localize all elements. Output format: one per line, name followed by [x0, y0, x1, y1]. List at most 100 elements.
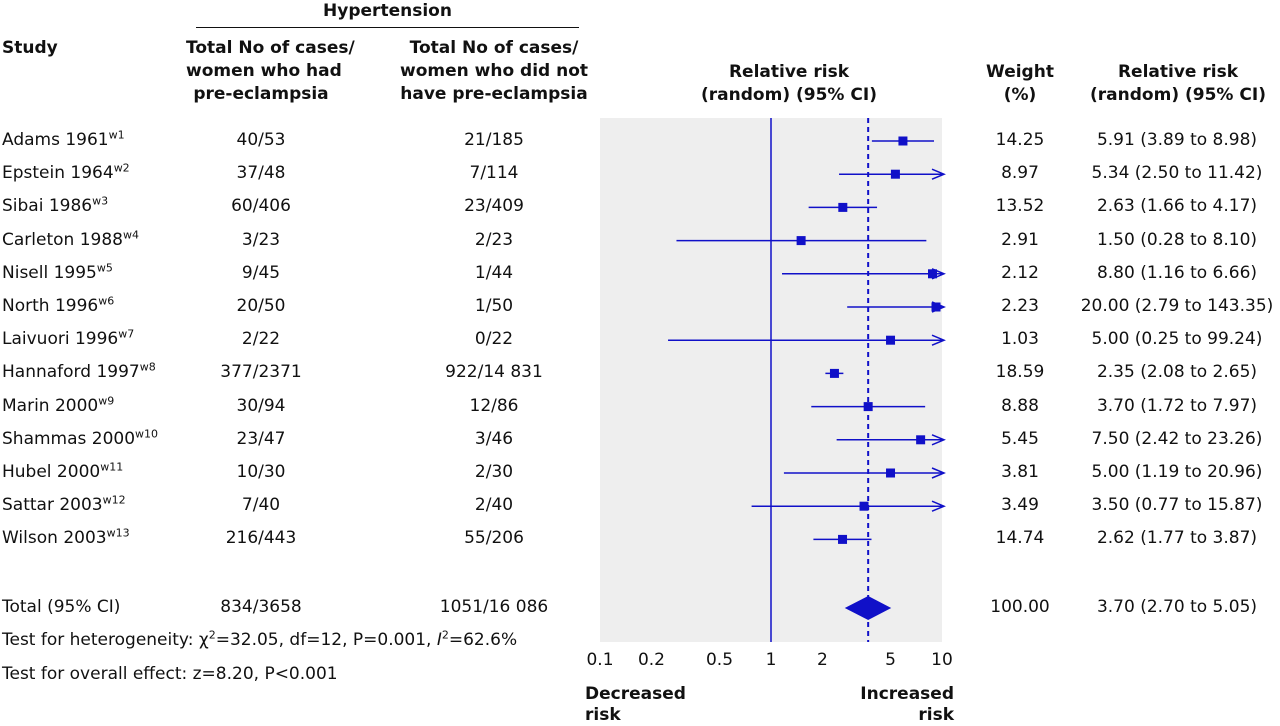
study-label: Marin 2000	[2, 396, 99, 416]
weight-cell: 5.45	[970, 429, 1070, 449]
pooled-diamond	[844, 596, 892, 620]
weight-cell: 18.59	[970, 362, 1070, 382]
weight-cell: 2.91	[970, 230, 1070, 250]
total-nope: 1051/16 086	[439, 597, 549, 617]
cases-nope-cell: 23/409	[400, 196, 588, 216]
cases-nope-header: Total No of cases/ women who did not hav…	[400, 37, 588, 106]
increased-risk-line: Increased	[860, 684, 954, 704]
heterogeneity-prefix: Test for heterogeneity:	[2, 630, 199, 650]
decreased-risk-line: Decreased	[585, 684, 686, 704]
weight-value: 13.52	[995, 196, 1045, 216]
x-tick-label: 0.1	[586, 650, 614, 670]
cases-pe-value: 2/22	[241, 329, 281, 349]
cases-nope-value: 55/206	[464, 528, 524, 548]
weight-cell: 2.23	[970, 296, 1070, 316]
weight-value: 8.88	[1001, 396, 1039, 416]
cases-pe-header: Total No of cases/ women who had pre-ecl…	[186, 37, 355, 106]
study-name: Epstein 1964w2	[2, 162, 130, 183]
point-estimate	[838, 534, 848, 544]
x-tick-label: 2	[817, 650, 828, 670]
rr-text-value: 5.00 (0.25 to 99.24)	[1091, 329, 1263, 349]
cases-nope-value: 3/46	[474, 429, 514, 449]
cases-nope-cell: 55/206	[400, 528, 588, 548]
weight-value: 2.12	[1001, 263, 1039, 283]
cases-nope-value: 922/14 831	[445, 362, 543, 382]
ci-arrow-right	[931, 168, 946, 180]
cases-pe-value: 7/40	[241, 495, 281, 515]
weight-value: 3.81	[1001, 462, 1039, 482]
weight-header-line: (%)	[1003, 85, 1037, 105]
cases-nope-header-line: women who did not	[400, 61, 589, 81]
increased-risk-label: Increased risk	[834, 684, 954, 726]
cases-pe-cell: 60/406	[186, 196, 336, 216]
weight-cell: 14.25	[970, 130, 1070, 150]
rr-plot-header-line: Relative risk	[728, 62, 850, 82]
rr-plot-header: Relative risk (random) (95% CI)	[689, 61, 889, 107]
ci-arrow-right	[931, 434, 946, 446]
cases-pe-value: 37/48	[236, 163, 286, 183]
study-name: Hubel 2000w11	[2, 461, 123, 482]
rr-text-value: 20.00 (2.79 to 143.35)	[1080, 296, 1274, 316]
cases-pe-cell: 9/45	[186, 263, 336, 283]
cases-pe-value: 3/23	[241, 230, 281, 250]
i-symbol: I	[436, 630, 442, 650]
study-name: Laivuori 1996w7	[2, 328, 134, 349]
cases-nope-value: 23/409	[464, 196, 524, 216]
study-label: Nisell 1995	[2, 263, 97, 283]
group-header-rule	[196, 27, 579, 28]
study-label: Hannaford 1997	[2, 362, 140, 382]
cases-pe-value: 40/53	[236, 130, 286, 150]
x-tick-label: 5	[885, 650, 896, 670]
x-tick-label: 10	[931, 650, 953, 670]
cases-pe-cell: 40/53	[186, 130, 336, 150]
study-ref: w1	[108, 128, 125, 142]
rr-text-value: 5.00 (1.19 to 20.96)	[1091, 462, 1263, 482]
cases-nope-cell: 12/86	[400, 396, 588, 416]
study-label: Sibai 1986	[2, 196, 93, 216]
cases-pe-value: 20/50	[236, 296, 286, 316]
cases-nope-cell: 3/46	[400, 429, 588, 449]
study-label: Adams 1961	[2, 130, 109, 150]
study-label: Hubel 2000	[2, 462, 101, 482]
study-ref: w8	[139, 360, 156, 374]
rr-plot-header-line: (random) (95% CI)	[701, 85, 877, 105]
rr-text-value: 3.50 (0.77 to 15.87)	[1091, 495, 1263, 515]
cases-nope-cell: 2/30	[400, 462, 588, 482]
heterogeneity-test: Test for heterogeneity: χ2=32.05, df=12,…	[2, 628, 517, 650]
ci-arrow-right	[931, 467, 946, 479]
point-estimate	[898, 136, 908, 146]
study-name: Sattar 2003w12	[2, 494, 126, 515]
chi-superscript: 2	[208, 628, 216, 642]
cases-pe-header-line: Total No of cases/	[186, 38, 355, 58]
rr-text-cell: 2.62 (1.77 to 3.87)	[1072, 528, 1280, 548]
weight-value: 18.59	[995, 362, 1045, 382]
rr-text-value: 5.91 (3.89 to 8.98)	[1096, 130, 1258, 150]
cases-nope-value: 1/44	[474, 263, 514, 283]
rr-text-value: 5.34 (2.50 to 11.42)	[1091, 163, 1263, 183]
cases-pe-cell: 37/48	[186, 163, 336, 183]
study-label: Carleton 1988	[2, 230, 123, 250]
weight-cell: 13.52	[970, 196, 1070, 216]
cases-pe-cell: 377/2371	[186, 362, 336, 382]
point-estimate	[886, 335, 896, 345]
weight-value: 14.25	[995, 130, 1045, 150]
study-ref: w13	[106, 526, 130, 540]
point-estimate	[829, 368, 839, 378]
study-ref: w6	[98, 294, 115, 308]
weight-value: 2.91	[1001, 230, 1039, 250]
cases-nope-cell: 2/23	[400, 230, 588, 250]
cases-nope-value: 12/86	[469, 396, 519, 416]
rr-text-cell: 5.91 (3.89 to 8.98)	[1072, 130, 1280, 150]
x-tick-label: 1	[765, 650, 777, 670]
study-ref: w9	[98, 394, 115, 408]
study-name: North 1996w6	[2, 294, 115, 316]
cases-pe-value: 10/30	[236, 462, 286, 482]
rr-text-cell: 7.50 (2.42 to 23.26)	[1072, 429, 1280, 449]
weight-value: 14.74	[995, 528, 1045, 548]
rr-text-value: 8.80 (1.16 to 6.66)	[1096, 263, 1258, 283]
weight-cell: 3.81	[970, 462, 1070, 482]
cases-nope-value: 2/40	[474, 495, 514, 515]
total-rr-text: 3.70 (2.70 to 5.05)	[1096, 597, 1258, 617]
study-label: Wilson 2003	[2, 528, 107, 548]
rr-text-cell: 2.63 (1.66 to 4.17)	[1072, 196, 1280, 216]
